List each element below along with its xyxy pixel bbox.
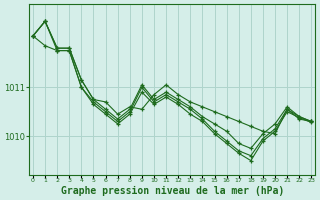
X-axis label: Graphe pression niveau de la mer (hPa): Graphe pression niveau de la mer (hPa) (60, 186, 284, 196)
